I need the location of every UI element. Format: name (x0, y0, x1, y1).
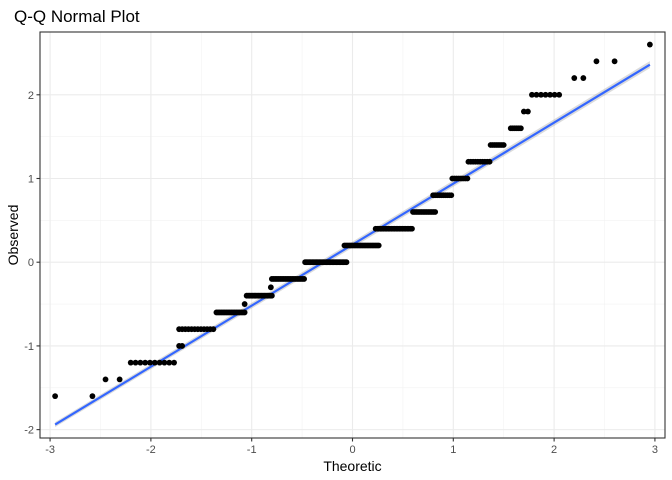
data-point (551, 91, 558, 98)
data-point (529, 91, 535, 98)
x-tick-label: -3 (45, 444, 55, 456)
data-point (127, 359, 134, 366)
data-points (52, 41, 653, 400)
data-point (171, 359, 177, 366)
x-axis-ticks: -3 -2 -1 0 1 2 3 (45, 438, 658, 456)
data-point (179, 343, 186, 349)
x-tick-label: 3 (652, 444, 658, 456)
data-point (241, 301, 248, 307)
y-tick-label: 2 (28, 90, 34, 102)
data-point (375, 242, 382, 249)
data-point (343, 259, 350, 266)
data-point (147, 359, 153, 366)
data-point (137, 359, 144, 366)
data-point (448, 192, 455, 199)
data-point (52, 393, 59, 400)
data-point (166, 359, 173, 366)
y-tick-label: -1 (24, 341, 34, 353)
data-point (142, 359, 149, 366)
data-point (556, 91, 563, 98)
x-tick-label: 1 (450, 444, 456, 456)
data-point (268, 292, 275, 299)
y-tick-label: -2 (24, 425, 34, 437)
data-point (593, 58, 600, 65)
y-tick-label: 0 (28, 257, 34, 269)
major-gridlines (40, 32, 665, 438)
x-axis-title: Theoretic (323, 458, 381, 474)
data-point (241, 309, 248, 316)
x-tick-label: 2 (551, 444, 557, 456)
data-point (301, 276, 308, 282)
data-point (464, 175, 471, 182)
data-point (161, 359, 168, 366)
data-point (151, 359, 158, 366)
data-point (542, 91, 549, 98)
data-point (517, 125, 524, 132)
x-tick-label: -1 (247, 444, 257, 456)
data-point (547, 91, 553, 98)
x-tick-label: 0 (349, 444, 355, 456)
data-point (89, 393, 96, 400)
data-point (210, 326, 217, 333)
data-point (538, 91, 544, 98)
y-axis-title: Observed (5, 205, 21, 266)
data-point (132, 359, 139, 366)
data-point (267, 284, 274, 291)
data-point (525, 108, 531, 115)
data-point (156, 359, 163, 366)
data-point (580, 75, 587, 81)
data-point (611, 58, 618, 65)
data-point (432, 209, 439, 215)
x-tick-label: -2 (146, 444, 156, 456)
data-point (500, 142, 507, 148)
data-point (646, 41, 653, 48)
y-tick-label: 1 (28, 173, 34, 185)
data-point (520, 108, 527, 115)
chart-title: Q-Q Normal Plot (14, 7, 140, 26)
data-point (102, 376, 109, 383)
data-point (409, 225, 415, 232)
data-point (571, 75, 578, 81)
y-axis-ticks: -2 -1 0 1 2 (24, 90, 40, 437)
data-point (486, 158, 493, 165)
data-point (533, 91, 540, 98)
data-point (116, 376, 123, 383)
